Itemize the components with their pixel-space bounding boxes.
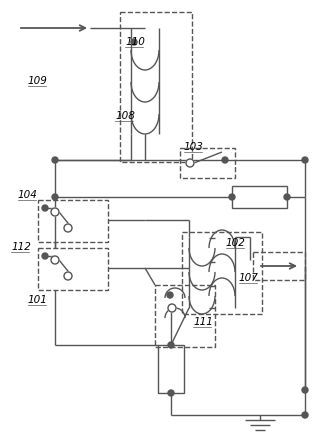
- Circle shape: [52, 194, 58, 200]
- Bar: [180, 148, 235, 178]
- Bar: [232, 186, 287, 208]
- Bar: [38, 248, 108, 290]
- Circle shape: [42, 205, 48, 211]
- Text: 112: 112: [11, 243, 31, 252]
- Text: 104: 104: [18, 190, 38, 200]
- Circle shape: [51, 208, 59, 216]
- Circle shape: [168, 390, 174, 396]
- Circle shape: [52, 157, 58, 163]
- Circle shape: [167, 292, 173, 298]
- Text: 101: 101: [28, 295, 47, 305]
- Circle shape: [302, 412, 308, 418]
- Circle shape: [51, 256, 59, 264]
- Circle shape: [131, 39, 137, 45]
- Circle shape: [186, 159, 194, 167]
- Text: 103: 103: [184, 142, 203, 152]
- Circle shape: [42, 253, 48, 259]
- Circle shape: [284, 194, 290, 200]
- Circle shape: [64, 224, 72, 232]
- Circle shape: [302, 387, 308, 393]
- Text: 111: 111: [193, 317, 213, 327]
- Circle shape: [64, 272, 72, 280]
- Text: 108: 108: [115, 111, 135, 121]
- Bar: [120, 12, 192, 162]
- Circle shape: [222, 157, 228, 163]
- Bar: [155, 285, 215, 347]
- Text: 107: 107: [239, 273, 259, 283]
- Circle shape: [302, 157, 308, 163]
- Bar: [38, 200, 108, 242]
- Circle shape: [168, 304, 176, 312]
- Circle shape: [229, 194, 235, 200]
- Text: 109: 109: [28, 76, 47, 86]
- Text: 102: 102: [226, 238, 246, 248]
- Circle shape: [168, 342, 174, 348]
- Bar: [182, 232, 262, 314]
- Bar: [158, 345, 184, 393]
- Bar: [253, 252, 305, 280]
- Text: 110: 110: [125, 37, 145, 46]
